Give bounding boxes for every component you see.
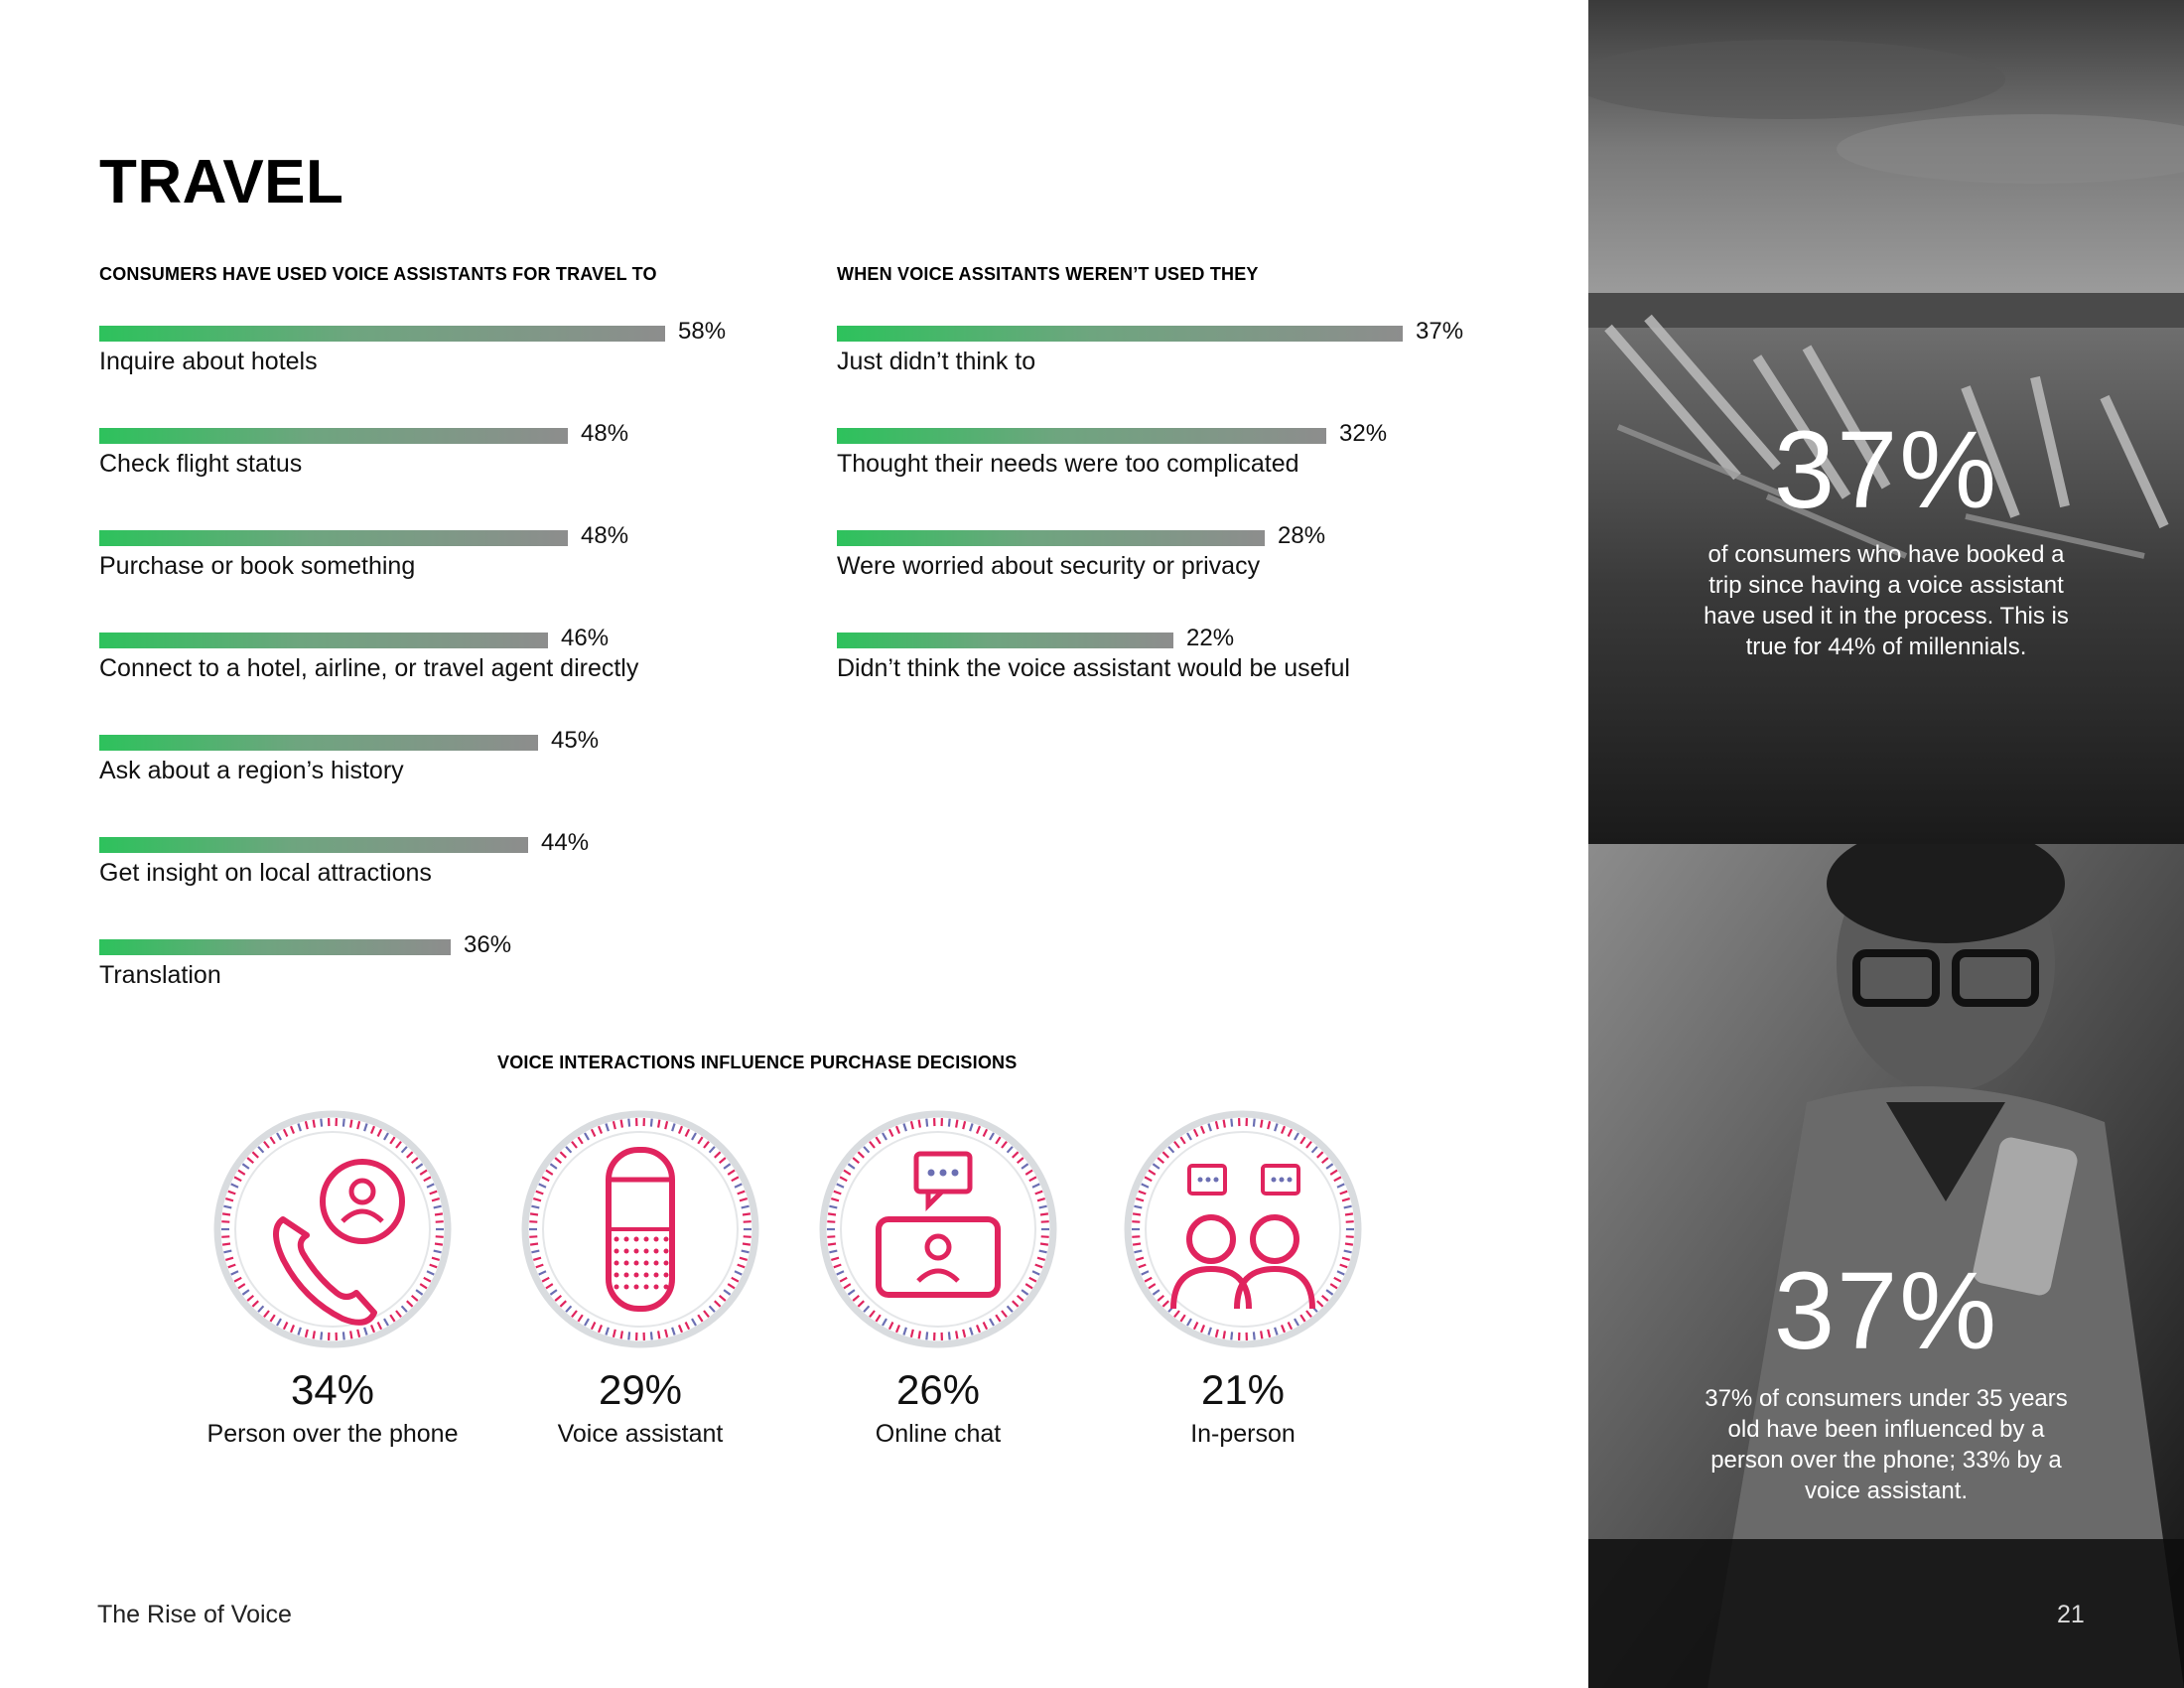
not-used-reason-bar: [837, 633, 1173, 648]
chart-influence-title: VOICE INTERACTIONS INFLUENCE PURCHASE DE…: [497, 1053, 1018, 1072]
smart-speaker-icon: [521, 1110, 759, 1348]
not-used-reason-value-label: 37%: [1416, 318, 1464, 345]
influence-item: 29% Voice assistant: [511, 1110, 769, 1449]
influence-value-label: 29%: [598, 1366, 683, 1413]
chart-not-used-title: WHEN VOICE ASSITANTS WEREN’T USED THEY: [837, 264, 1259, 284]
side-photo-panel: 37% of consumers who have booked a trip …: [1588, 0, 2184, 1688]
influence-category-label: Online chat: [875, 1420, 1002, 1448]
travel-use-bar: [99, 428, 568, 444]
beach-photo: [1588, 0, 2184, 844]
travel-use-category-label: Inquire about hotels: [99, 348, 318, 375]
travel-use-category-label: Ask about a region’s history: [99, 757, 404, 784]
travel-use-category-label: Connect to a hotel, airline, or travel a…: [99, 654, 639, 682]
travel-use-bar: [99, 633, 548, 648]
video-chat-icon: [819, 1110, 1057, 1348]
influence-value-label: 21%: [1200, 1366, 1286, 1413]
travel-use-value-label: 48%: [581, 522, 629, 549]
two-people-chat-icon: [1124, 1110, 1362, 1348]
not-used-reason-category-label: Just didn’t think to: [837, 348, 1036, 375]
influence-item: 34% Person over the phone: [204, 1110, 462, 1449]
footer-document-title: The Rise of Voice: [97, 1601, 292, 1628]
stat-booked-trip-text: of consumers who have booked a trip sinc…: [1704, 541, 2069, 660]
chart-travel-uses: 58% Inquire about hotels 48% Check flight s…: [99, 318, 794, 1001]
travel-use-value-label: 58%: [678, 318, 727, 345]
travel-use-value-label: 36%: [464, 931, 512, 958]
travel-use-category-label: Purchase or book something: [99, 552, 416, 580]
travel-use-category-label: Translation: [99, 961, 221, 989]
travel-use-value-label: 45%: [551, 727, 600, 754]
stat-influenced-text: 37% of consumers under 35 years old have…: [1705, 1385, 2068, 1504]
man-with-phone-photo: [1588, 844, 2184, 1688]
not-used-reason-value-label: 22%: [1186, 625, 1235, 651]
not-used-reason-bar: [837, 428, 1326, 444]
influence-item: 26% Online chat: [809, 1110, 1067, 1449]
travel-use-bar: [99, 939, 451, 955]
travel-use-value-label: 48%: [581, 420, 629, 447]
influence-category-label: In-person: [1190, 1420, 1296, 1448]
not-used-reason-category-label: Didn’t think the voice assistant would b…: [837, 654, 1350, 682]
not-used-reason-category-label: Were worried about security or privacy: [837, 552, 1261, 580]
travel-use-value-label: 44%: [541, 829, 590, 856]
page-title: TRAVEL: [99, 148, 344, 216]
influence-item: 21% In-person: [1114, 1110, 1372, 1449]
not-used-reason-bar: [837, 530, 1265, 546]
travel-use-bar: [99, 837, 528, 853]
travel-use-value-label: 46%: [561, 625, 610, 651]
travel-use-bar: [99, 326, 665, 342]
not-used-reason-bar: [837, 326, 1403, 342]
not-used-reason-category-label: Thought their needs were too complicated: [837, 450, 1299, 478]
phone-person-icon: [213, 1110, 452, 1348]
page-number: 21: [2057, 1601, 2085, 1628]
chart-travel-uses-title: CONSUMERS HAVE USED VOICE ASSISTANTS FOR…: [99, 264, 657, 284]
chart-not-used: 37% Just didn’t think to 32% Thought their …: [837, 318, 1532, 723]
stat-influenced-value: 37%: [1773, 1250, 1999, 1372]
influence-category-label: Voice assistant: [557, 1420, 724, 1448]
influence-category-label: Person over the phone: [206, 1420, 459, 1448]
stat-booked-trip-value: 37%: [1773, 409, 1999, 531]
travel-use-category-label: Get insight on local attractions: [99, 859, 432, 887]
not-used-reason-value-label: 28%: [1278, 522, 1326, 549]
not-used-reason-value-label: 32%: [1339, 420, 1388, 447]
travel-use-bar: [99, 530, 568, 546]
influence-value-label: 26%: [895, 1366, 981, 1413]
influence-value-label: 34%: [290, 1366, 375, 1413]
travel-use-category-label: Check flight status: [99, 450, 303, 478]
travel-use-bar: [99, 735, 538, 751]
